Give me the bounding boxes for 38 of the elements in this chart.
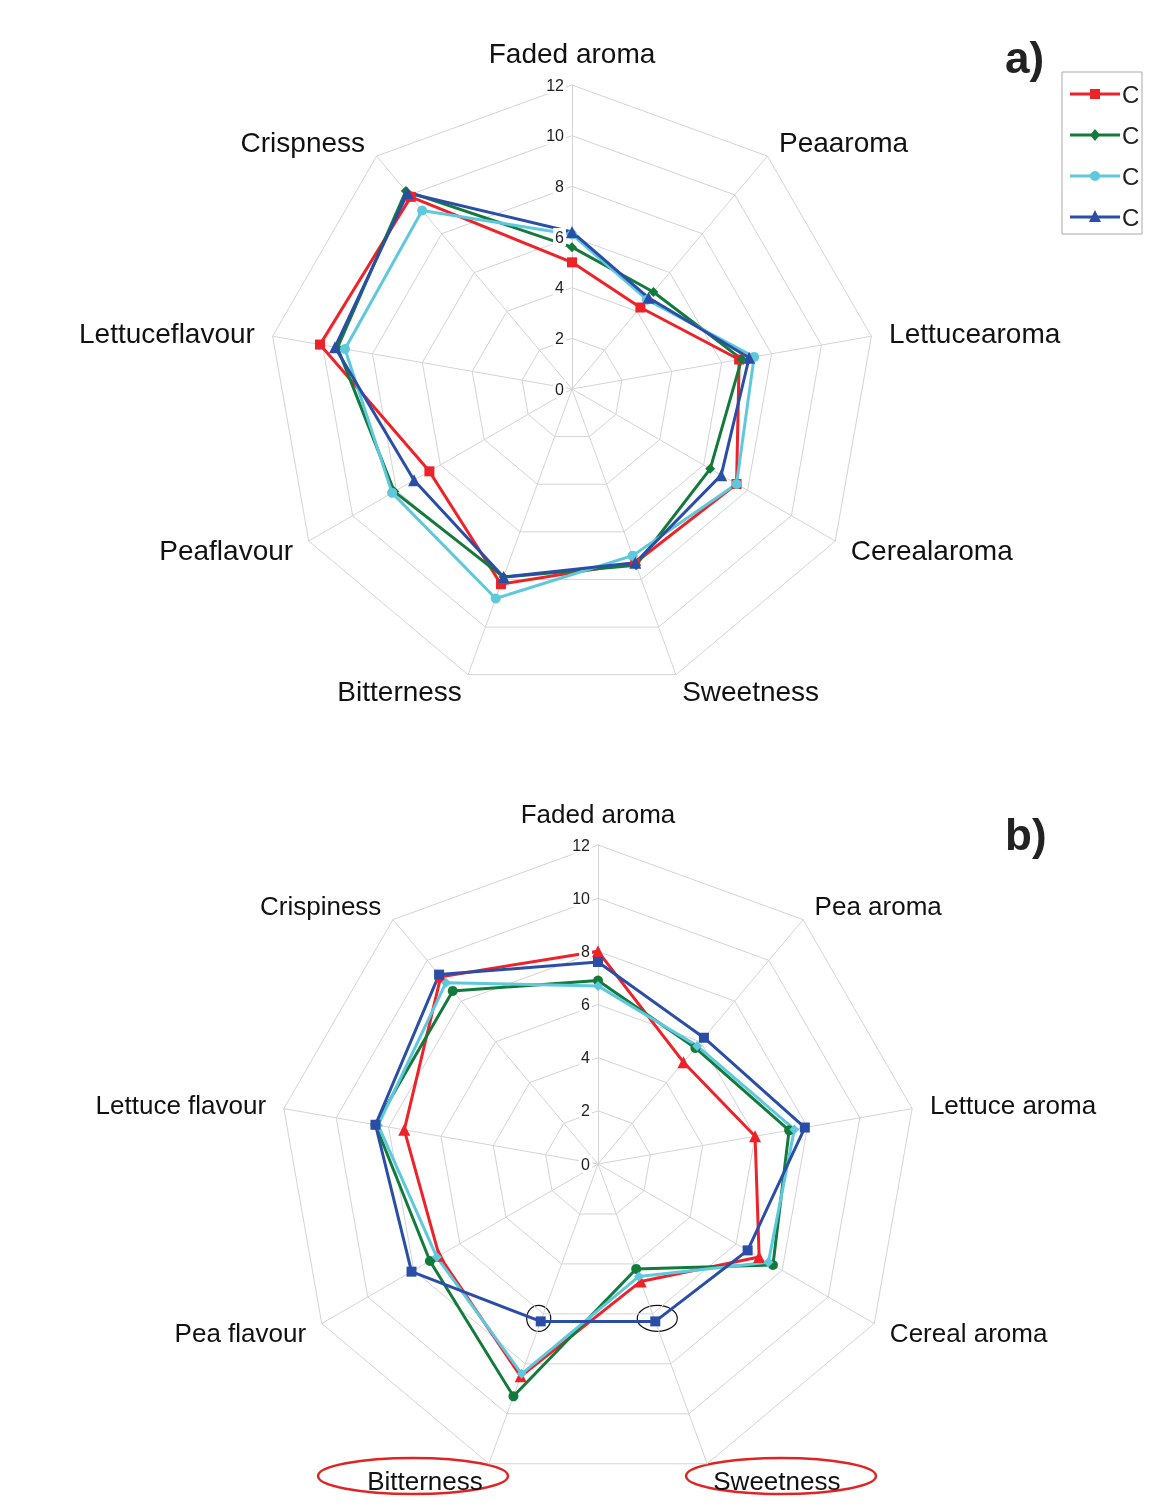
y-tick-label: 10	[546, 127, 565, 145]
y-tick-label: 12	[546, 76, 565, 94]
y-tick-label: 8	[555, 177, 565, 195]
spoke-label: Peaflavour	[159, 534, 294, 566]
y-tick-label: 0	[555, 380, 565, 398]
y-tick-label: 2	[581, 1102, 591, 1120]
spoke-label: Pea flavour	[174, 1317, 307, 1348]
y-tick-label: 4	[555, 279, 565, 297]
spoke-label: Crispiness	[260, 890, 382, 921]
spoke-label: Lettuce flavour	[95, 1090, 267, 1121]
y-tick-label: 6	[581, 996, 591, 1013]
y-tick-label: 2	[555, 329, 565, 347]
spoke-label: Faded aroma	[488, 37, 656, 69]
spoke-label: Lettuceflavour	[79, 317, 255, 349]
spoke-label: Cerealaroma	[850, 534, 1014, 566]
legend-label: C	[1122, 80, 1140, 108]
spoke-label: Peaaroma	[778, 126, 909, 158]
y-tick-label: 6	[555, 228, 565, 246]
spoke-label: Bitterness	[337, 676, 462, 708]
spoke-label: Crispness	[240, 126, 366, 158]
chart-title: b)	[1005, 809, 1047, 859]
legend-label: C	[1122, 121, 1140, 149]
y-tick-label: 0	[581, 1155, 591, 1173]
y-tick-label: 4	[581, 1049, 591, 1067]
legend-label: C	[1122, 203, 1140, 231]
spoke-label: Pea aroma	[814, 890, 943, 921]
spoke-label: Faded aroma	[520, 799, 676, 829]
spoke-label: Sweetness	[713, 1465, 841, 1496]
spoke-label: Sweetness	[682, 676, 820, 708]
chart-title: a)	[1005, 32, 1045, 82]
y-tick-label: 10	[572, 889, 591, 907]
y-tick-label: 8	[581, 942, 591, 960]
y-tick-label: 12	[572, 836, 591, 854]
spoke-label: Cereal aroma	[889, 1317, 1048, 1348]
spoke-label: Lettucearoma	[889, 317, 1061, 349]
legend-label: C	[1122, 162, 1140, 190]
spoke-label: Lettuce aroma	[929, 1090, 1097, 1121]
spoke-label: Bitterness	[367, 1465, 483, 1496]
